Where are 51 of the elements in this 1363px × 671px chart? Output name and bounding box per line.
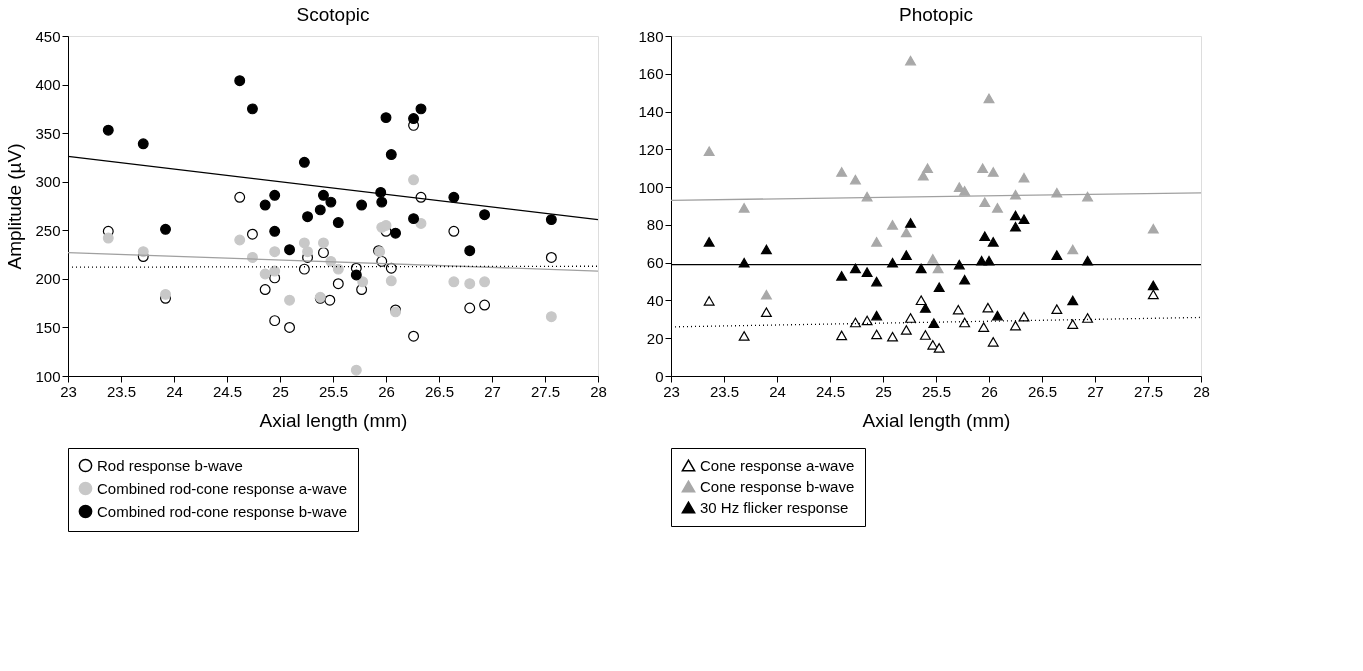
legend-label: Cone response a-wave <box>700 456 855 474</box>
y-tick-label: 160 <box>638 65 664 83</box>
x-tick-label: 23 <box>60 382 77 400</box>
y-tick-label: 20 <box>646 329 664 347</box>
y-tick-label: 120 <box>638 140 664 158</box>
y-tick-label: 250 <box>35 221 61 239</box>
x-tick-label: 27 <box>1087 382 1104 400</box>
legend-label: Cone response b-wave <box>700 477 855 495</box>
x-axis-title: Axial length (mm) <box>862 409 1011 431</box>
chart-title: Photopic <box>899 4 973 25</box>
y-tick-label: 400 <box>35 76 61 94</box>
legend-label: Combined rod-cone response a-wave <box>97 479 348 497</box>
x-tick-label: 28 <box>1193 382 1210 400</box>
legend-label: Combined rod-cone response b-wave <box>97 502 348 520</box>
x-tick-label: 26.5 <box>424 382 455 400</box>
x-tick-label: 24.5 <box>815 382 846 400</box>
x-tick-label: 24 <box>769 382 786 400</box>
y-tick-label: 100 <box>35 367 61 385</box>
x-tick-label: 27.5 <box>1133 382 1164 400</box>
y-tick-label: 450 <box>35 27 61 45</box>
y-tick-label: 0 <box>655 367 664 385</box>
y-tick-label: 300 <box>35 173 61 191</box>
y-axis-title: Amplitude (µV) <box>4 143 26 270</box>
y-tick-label: 200 <box>35 270 61 288</box>
x-tick-label: 23 <box>663 382 680 400</box>
y-tick-label: 140 <box>638 103 664 121</box>
x-tick-label: 26.5 <box>1027 382 1058 400</box>
y-tick-label: 80 <box>646 216 664 234</box>
y-tick-label: 180 <box>638 27 664 45</box>
x-tick-label: 24 <box>166 382 183 400</box>
legend-label: 30 Hz flicker response <box>700 498 849 516</box>
x-tick-label: 26 <box>981 382 998 400</box>
x-tick-label: 25 <box>875 382 892 400</box>
y-tick-label: 350 <box>35 124 61 142</box>
x-tick-label: 25 <box>272 382 289 400</box>
x-tick-label: 25.5 <box>921 382 952 400</box>
x-tick-label: 24.5 <box>212 382 243 400</box>
chart-title: Scotopic <box>296 4 370 25</box>
y-tick-label: 40 <box>646 291 664 309</box>
x-tick-label: 23.5 <box>709 382 740 400</box>
y-tick-label: 150 <box>35 318 61 336</box>
x-tick-label: 23.5 <box>106 382 137 400</box>
x-tick-label: 27.5 <box>530 382 561 400</box>
x-axis-title: Axial length (mm) <box>259 409 408 431</box>
x-tick-label: 28 <box>590 382 607 400</box>
x-tick-label: 26 <box>378 382 395 400</box>
x-tick-label: 27 <box>484 382 501 400</box>
y-tick-label: 60 <box>646 254 664 272</box>
legend-label: Rod response b-wave <box>97 456 243 474</box>
x-tick-label: 25.5 <box>318 382 349 400</box>
y-tick-label: 100 <box>638 178 664 196</box>
